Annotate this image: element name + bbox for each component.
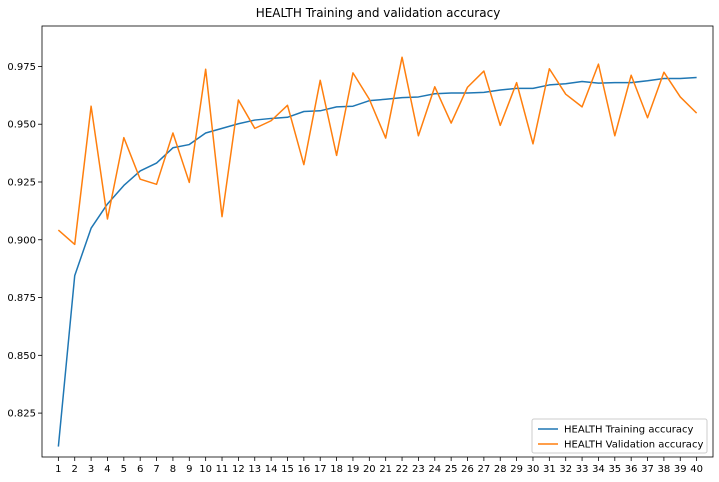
validation-accuracy-line [57, 56, 698, 246]
y-tick-label: 0.900 [7, 235, 36, 246]
x-tick-label: 35 [608, 464, 621, 475]
x-tick-label: 9 [186, 464, 192, 475]
plot-frame [41, 25, 714, 458]
x-tick-label: 16 [297, 464, 310, 475]
x-tick-label: 14 [265, 464, 278, 475]
x-tick-label: 28 [494, 464, 507, 475]
x-tick-label: 18 [330, 464, 343, 475]
y-tick-label: 0.850 [7, 351, 36, 362]
x-tick-label: 1 [55, 464, 61, 475]
x-tick-label: 21 [379, 464, 392, 475]
x-tick-label: 2 [72, 464, 78, 475]
chart-title: HEALTH Training and validation accuracy [256, 6, 501, 20]
y-tick-label: 0.925 [7, 177, 36, 188]
x-tick-label: 3 [88, 464, 94, 475]
x-tick-label: 33 [576, 464, 589, 475]
x-tick-label: 29 [510, 464, 523, 475]
y-tick-label: 0.975 [7, 62, 36, 73]
x-tick-label: 7 [153, 464, 159, 475]
x-tick-label: 22 [396, 464, 409, 475]
x-tick-label: 40 [690, 464, 703, 475]
x-tick-label: 34 [592, 464, 605, 475]
x-tick-label: 39 [674, 464, 687, 475]
x-tick-label: 12 [232, 464, 245, 475]
x-tick-label: 13 [248, 464, 261, 475]
legend-label: HEALTH Training accuracy [564, 425, 694, 436]
x-tick-label: 24 [428, 464, 441, 475]
x-tick-label: 6 [137, 464, 143, 475]
x-tick-label: 26 [461, 464, 474, 475]
x-tick-label: 36 [625, 464, 638, 475]
x-tick-label: 17 [314, 464, 327, 475]
x-tick-label: 25 [445, 464, 458, 475]
y-tick-label: 0.825 [7, 409, 36, 420]
legend-box [531, 418, 708, 454]
x-tick-label: 15 [281, 464, 294, 475]
x-tick-label: 31 [543, 464, 556, 475]
training-accuracy-line [57, 76, 697, 447]
legend: HEALTH Training accuracy HEALTH Validatio… [531, 418, 708, 454]
x-tick-label: 11 [216, 464, 229, 475]
x-tick-label: 30 [527, 464, 540, 475]
x-tick-label: 5 [121, 464, 127, 475]
x-tick-label: 27 [478, 464, 491, 475]
x-tick-label: 38 [658, 464, 671, 475]
series-layer [57, 56, 698, 447]
y-axis: 0.825 0.850 0.875 0.900 0.925 0.950 0.975 [7, 62, 42, 420]
y-tick-label: 0.875 [7, 293, 36, 304]
y-tick-label: 0.950 [7, 120, 36, 131]
x-tick-label: 8 [170, 464, 176, 475]
x-axis: 1 2 3 4 5 6 7 8 9 10 11 12 13 14 15 16 17 18 19 20 21 22 23 24 2… [55, 457, 703, 475]
x-tick-label: 23 [412, 464, 425, 475]
plot-border [41, 25, 714, 458]
x-tick-label: 19 [347, 464, 360, 475]
x-tick-label: 32 [559, 464, 572, 475]
legend-label: HEALTH Validation accuracy [564, 440, 703, 451]
x-tick-label: 20 [363, 464, 376, 475]
x-tick-label: 37 [641, 464, 654, 475]
x-tick-label: 10 [199, 464, 212, 475]
x-tick-label: 4 [104, 464, 110, 475]
